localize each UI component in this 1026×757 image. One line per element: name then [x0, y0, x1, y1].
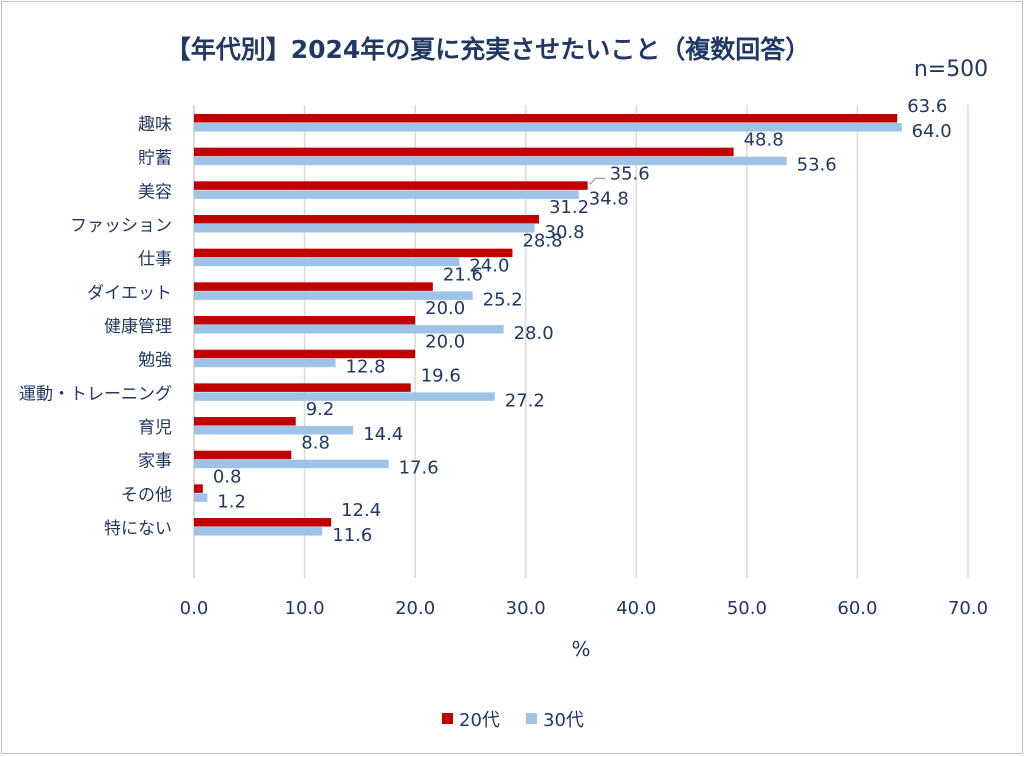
data-label: 0.8 [213, 466, 242, 487]
category-label: 貯蓄 [138, 149, 172, 169]
data-label: 64.0 [912, 121, 952, 142]
data-label: 12.4 [341, 500, 381, 521]
legend: 20代 30代 [442, 710, 584, 731]
bar-30s [194, 459, 389, 469]
bar-20s [194, 147, 734, 157]
category-label: 美容 [138, 182, 172, 202]
category-label: その他 [121, 485, 172, 505]
legend-swatch-30s [526, 713, 537, 724]
category-label: 育児 [138, 418, 172, 438]
bar-30s [194, 527, 323, 536]
data-label: 11.6 [332, 525, 372, 546]
data-label: 25.2 [483, 289, 523, 310]
bar-20s [194, 215, 539, 224]
x-axis-label: % [571, 637, 590, 661]
category-label: 趣味 [138, 115, 172, 135]
bar-20s [194, 484, 203, 493]
bar-20s [194, 248, 513, 258]
category-label: ファッション [70, 216, 172, 236]
data-label: 24.0 [469, 256, 509, 277]
x-tick-label: 40.0 [616, 598, 656, 619]
x-tick-label: 0.0 [180, 598, 209, 619]
legend-label-30s: 30代 [543, 710, 584, 731]
x-tick-label: 20.0 [395, 598, 435, 619]
bar-20s [194, 518, 332, 527]
category-label: 勉強 [138, 351, 172, 371]
bar-30s [194, 291, 473, 300]
category-label: 健康管理 [104, 317, 172, 337]
data-label: 1.2 [217, 491, 246, 512]
leader-line [589, 177, 606, 185]
x-tick-label: 10.0 [285, 598, 325, 619]
bar-30s [194, 358, 336, 368]
x-tick-label: 50.0 [727, 598, 767, 619]
bar-20s [194, 316, 416, 325]
bar-20s [194, 181, 588, 190]
bar-20s [194, 282, 433, 291]
bar-30s [194, 392, 495, 401]
data-label: 30.8 [545, 222, 585, 243]
bar-30s [194, 224, 535, 233]
data-label: 20.0 [425, 298, 465, 319]
data-label: 31.2 [549, 197, 589, 218]
bar-30s [194, 426, 354, 435]
bar-30s [194, 325, 504, 334]
data-label: 63.6 [907, 96, 947, 117]
data-label: 34.8 [589, 188, 629, 209]
data-label: 28.0 [514, 323, 554, 344]
data-label: 27.2 [505, 390, 545, 411]
bar-20s [194, 383, 411, 392]
data-label: 20.0 [425, 332, 465, 353]
sample-size: n=500 [914, 57, 988, 82]
bar-20s [194, 114, 898, 123]
data-label: 12.8 [346, 357, 386, 378]
data-label: 48.8 [744, 130, 784, 151]
bar-30s [194, 493, 208, 502]
bar-20s [194, 349, 416, 359]
x-tick-label: 60.0 [837, 598, 877, 619]
bar-30s [194, 190, 579, 199]
data-label: 19.6 [421, 365, 461, 386]
data-label: 17.6 [399, 458, 439, 479]
data-label: 14.4 [363, 424, 403, 445]
category-label: ダイエット [87, 283, 172, 303]
category-label: 運動・トレーニング [19, 384, 172, 404]
data-label: 9.2 [306, 399, 335, 420]
data-label: 21.6 [443, 264, 483, 285]
bar-20s [194, 417, 296, 426]
category-label: 仕事 [138, 250, 172, 270]
category-label: 家事 [138, 452, 172, 472]
data-label: 28.8 [522, 231, 562, 252]
data-label: 8.8 [301, 433, 330, 454]
bar-30s [194, 123, 902, 132]
bar-20s [194, 450, 292, 460]
data-label: 53.6 [797, 155, 837, 176]
category-label: 特にない [104, 519, 172, 539]
legend-label-20s: 20代 [459, 710, 500, 731]
chart-title: 【年代別】2024年の夏に充実させたいこと（複数回答） [166, 35, 811, 64]
legend-swatch-20s [442, 713, 453, 724]
data-label: 35.6 [610, 163, 650, 184]
bar-30s [194, 156, 787, 166]
x-tick-label: 30.0 [506, 598, 546, 619]
x-tick-label: 70.0 [948, 598, 988, 619]
bar-30s [194, 257, 460, 267]
